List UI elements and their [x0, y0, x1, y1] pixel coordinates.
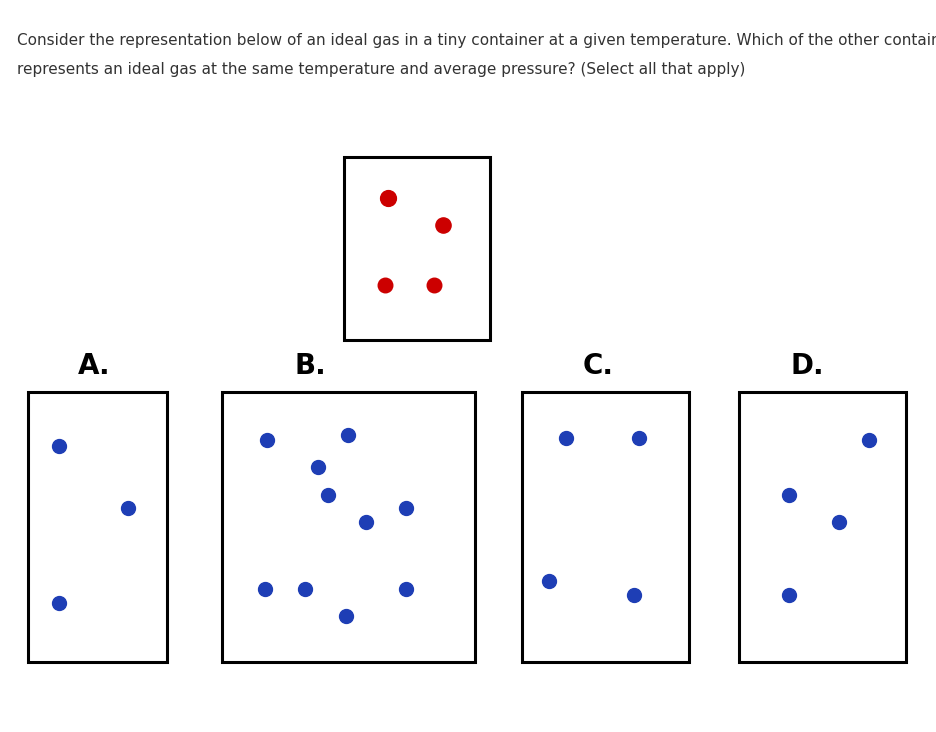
Point: [380, 192, 396, 203]
Text: represents an ideal gas at the same temperature and average pressure? (Select al: represents an ideal gas at the same temp…: [17, 62, 745, 77]
Text: B.: B.: [295, 352, 327, 380]
Text: Consider the representation below of an ideal gas in a tiny container at a given: Consider the representation below of an …: [17, 33, 936, 48]
Point: [257, 583, 272, 595]
Point: [260, 435, 275, 447]
Point: [338, 610, 353, 622]
Bar: [522, 392, 689, 662]
Point: [832, 516, 847, 528]
Point: [862, 435, 877, 447]
Point: [632, 432, 647, 444]
Bar: [739, 392, 906, 662]
Point: [320, 489, 335, 501]
Point: [377, 280, 392, 291]
Point: [782, 589, 797, 600]
Point: [435, 220, 450, 231]
Point: [311, 462, 326, 474]
Text: C.: C.: [582, 352, 613, 380]
Bar: [344, 157, 490, 340]
Point: [541, 575, 556, 587]
Point: [298, 583, 313, 595]
Point: [399, 502, 414, 514]
Point: [782, 489, 797, 501]
Point: [341, 429, 356, 441]
Point: [399, 583, 414, 595]
Point: [358, 516, 373, 528]
Point: [51, 597, 66, 609]
Point: [121, 502, 136, 514]
Bar: [222, 392, 475, 662]
Text: D.: D.: [791, 352, 825, 380]
Point: [558, 432, 573, 444]
Point: [427, 280, 442, 291]
Point: [51, 440, 66, 452]
Point: [626, 589, 641, 600]
Bar: [28, 392, 167, 662]
Text: A.: A.: [78, 352, 110, 380]
